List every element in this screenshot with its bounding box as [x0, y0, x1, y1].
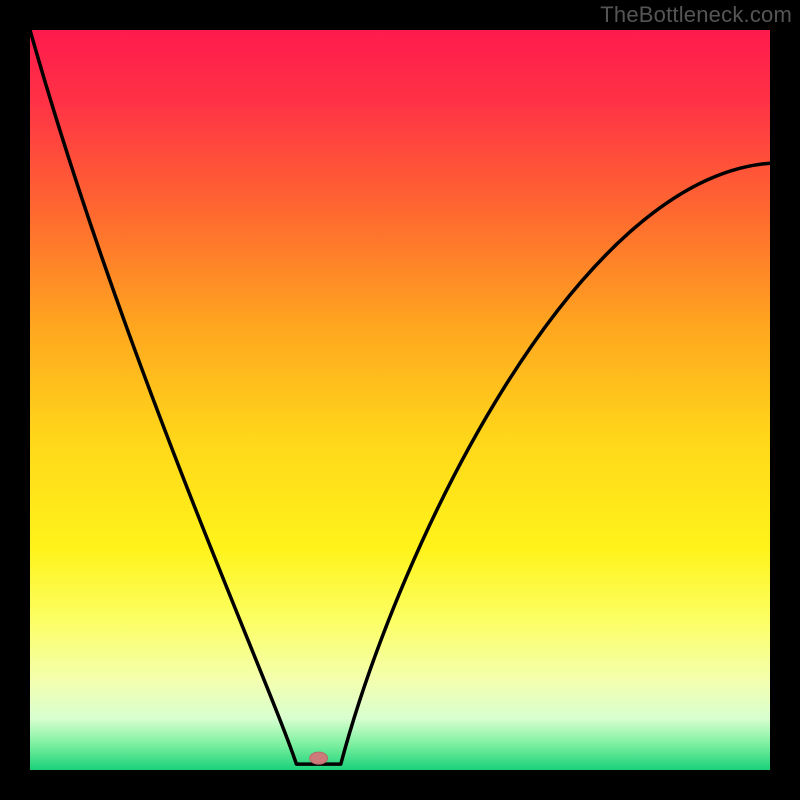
plot-area	[30, 30, 770, 770]
optimal-point-marker	[310, 752, 328, 764]
chart-container: TheBottleneck.com	[0, 0, 800, 800]
bottleneck-chart	[30, 30, 770, 770]
gradient-background	[30, 30, 770, 770]
watermark-text: TheBottleneck.com	[600, 2, 792, 28]
